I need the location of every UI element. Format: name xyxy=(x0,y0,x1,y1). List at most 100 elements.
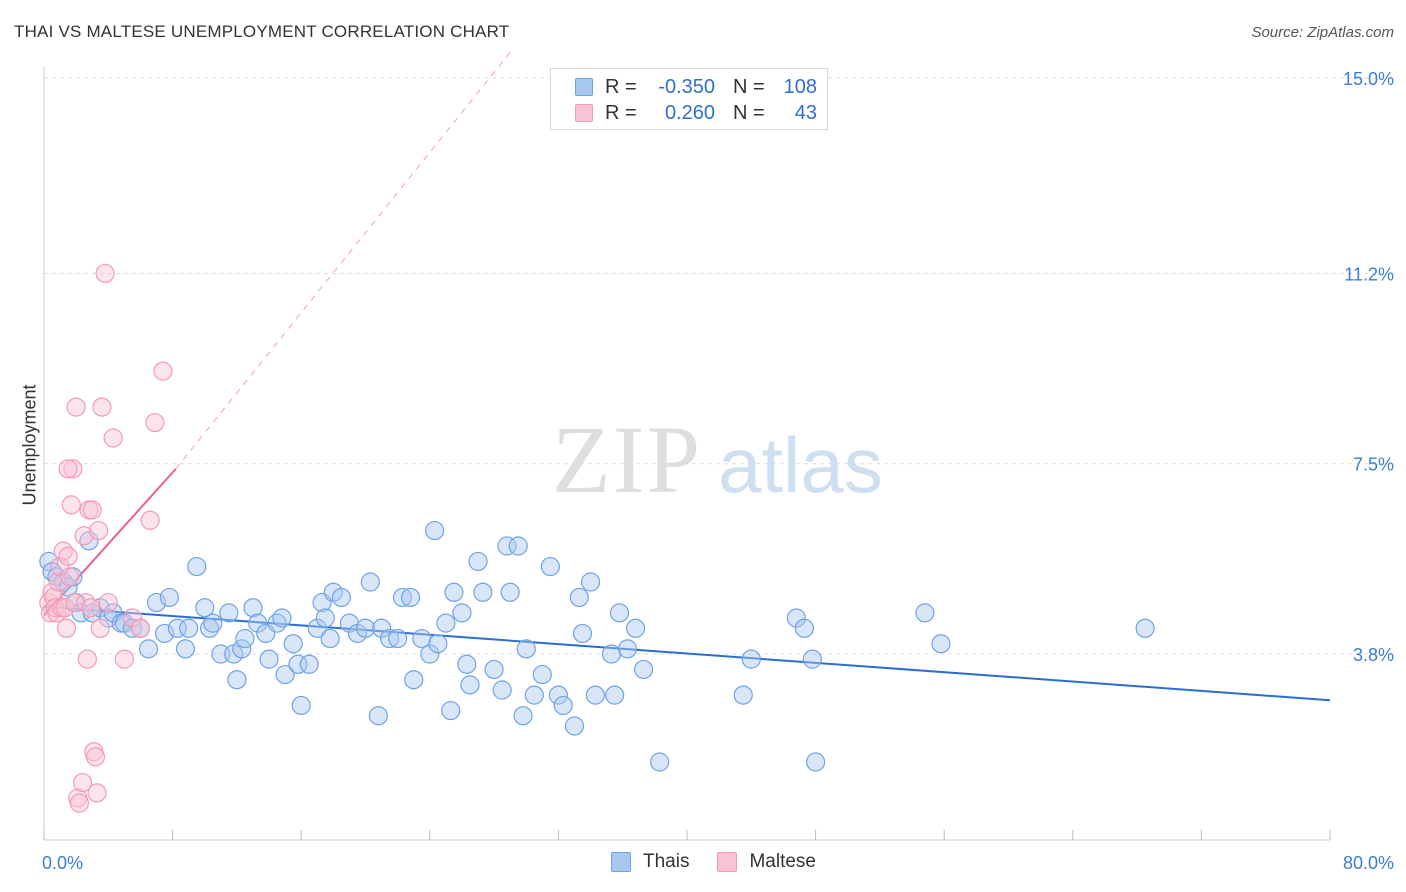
data-point-thais[interactable] xyxy=(524,685,544,705)
data-point-thais[interactable] xyxy=(516,639,536,659)
data-point-thais[interactable] xyxy=(497,536,517,556)
data-point-thais[interactable] xyxy=(315,608,335,628)
data-point-thais[interactable] xyxy=(794,618,814,638)
data-point-thais[interactable] xyxy=(802,649,822,669)
data-point-maltese[interactable] xyxy=(153,361,173,381)
data-point-maltese[interactable] xyxy=(145,412,165,433)
data-point-thais[interactable] xyxy=(733,685,753,705)
data-point-thais[interactable] xyxy=(39,551,59,572)
data-point-thais[interactable] xyxy=(420,644,440,664)
data-point-thais[interactable] xyxy=(625,618,646,638)
data-point-thais[interactable] xyxy=(484,659,504,680)
data-point-maltese[interactable] xyxy=(95,263,115,284)
data-point-maltese[interactable] xyxy=(72,772,93,793)
data-point-maltese[interactable] xyxy=(90,618,110,638)
data-point-maltese[interactable] xyxy=(114,649,134,669)
data-point-thais[interactable] xyxy=(167,618,188,638)
data-point-thais[interactable] xyxy=(355,618,376,638)
data-point-thais[interactable] xyxy=(436,613,456,633)
series-legend-maltese[interactable]: Maltese xyxy=(717,851,816,873)
data-point-thais[interactable] xyxy=(307,618,327,638)
data-point-thais[interactable] xyxy=(187,556,207,577)
data-point-thais[interactable] xyxy=(931,634,951,654)
data-point-maltese[interactable] xyxy=(58,546,78,566)
data-point-thais[interactable] xyxy=(388,628,408,649)
data-point-thais[interactable] xyxy=(227,670,247,690)
data-point-thais[interactable] xyxy=(291,695,311,716)
data-point-thais[interactable] xyxy=(915,603,935,623)
data-point-maltese[interactable] xyxy=(69,793,89,813)
data-point-maltese[interactable] xyxy=(60,567,80,587)
data-point-thais[interactable] xyxy=(331,587,351,608)
data-point-thais[interactable] xyxy=(235,628,255,649)
data-point-thais[interactable] xyxy=(569,587,589,608)
data-point-thais[interactable] xyxy=(741,649,761,669)
data-point-thais[interactable] xyxy=(159,587,179,608)
data-point-thais[interactable] xyxy=(473,582,493,602)
data-point-thais[interactable] xyxy=(259,649,279,669)
data-point-thais[interactable] xyxy=(138,639,159,659)
data-point-maltese[interactable] xyxy=(85,747,106,767)
data-point-thais[interactable] xyxy=(572,623,593,644)
data-point-maltese[interactable] xyxy=(89,520,109,541)
data-point-maltese[interactable] xyxy=(66,397,86,417)
data-point-thais[interactable] xyxy=(508,536,528,556)
data-point-thais[interactable] xyxy=(492,680,512,700)
data-point-thais[interactable] xyxy=(452,603,472,623)
data-point-thais[interactable] xyxy=(553,695,573,716)
data-point-thais[interactable] xyxy=(203,613,223,633)
data-point-maltese[interactable] xyxy=(82,500,102,520)
data-point-thais[interactable] xyxy=(360,572,380,592)
series-legend-thais[interactable]: Thais xyxy=(611,851,689,873)
data-point-maltese[interactable] xyxy=(122,608,143,628)
data-point-thais[interactable] xyxy=(444,582,464,602)
data-point-thais[interactable] xyxy=(195,598,215,618)
data-point-thais[interactable] xyxy=(441,700,461,721)
data-point-thais[interactable] xyxy=(404,670,424,690)
data-point-thais[interactable] xyxy=(219,603,239,623)
data-point-maltese[interactable] xyxy=(103,428,123,448)
data-point-thais[interactable] xyxy=(617,639,638,659)
data-point-thais[interactable] xyxy=(601,644,622,664)
data-point-thais[interactable] xyxy=(179,618,199,638)
data-point-maltese[interactable] xyxy=(55,598,75,618)
data-point-maltese[interactable] xyxy=(56,618,77,638)
data-point-thais[interactable] xyxy=(122,618,143,638)
data-point-thais[interactable] xyxy=(154,623,175,644)
data-point-maltese[interactable] xyxy=(140,510,160,530)
data-point-maltese[interactable] xyxy=(48,572,69,592)
data-point-maltese[interactable] xyxy=(98,592,118,613)
data-point-thais[interactable] xyxy=(283,634,303,654)
data-point-thais[interactable] xyxy=(548,685,569,705)
data-point-maltese[interactable] xyxy=(92,397,112,417)
data-point-thais[interactable] xyxy=(243,598,263,618)
data-point-thais[interactable] xyxy=(609,603,630,623)
data-point-maltese[interactable] xyxy=(130,618,151,638)
data-point-thais[interactable] xyxy=(457,654,477,674)
data-point-thais[interactable] xyxy=(368,706,388,726)
data-point-thais[interactable] xyxy=(392,587,413,608)
data-point-maltese[interactable] xyxy=(63,459,83,479)
data-point-maltese[interactable] xyxy=(77,649,98,669)
data-point-thais[interactable] xyxy=(786,608,806,628)
data-point-thais[interactable] xyxy=(272,608,292,628)
data-point-thais[interactable] xyxy=(564,716,585,736)
data-point-thais[interactable] xyxy=(1135,618,1155,638)
data-point-thais[interactable] xyxy=(371,618,392,638)
data-point-thais[interactable] xyxy=(320,628,340,649)
data-point-thais[interactable] xyxy=(540,556,560,577)
data-point-thais[interactable] xyxy=(580,572,601,592)
data-point-thais[interactable] xyxy=(633,659,654,680)
data-point-thais[interactable] xyxy=(650,752,670,772)
data-point-thais[interactable] xyxy=(585,685,605,705)
data-point-maltese[interactable] xyxy=(58,459,78,479)
data-point-thais[interactable] xyxy=(460,675,480,695)
data-point-thais[interactable] xyxy=(175,639,196,659)
data-point-thais[interactable] xyxy=(400,587,421,608)
data-point-thais[interactable] xyxy=(288,654,308,674)
data-point-thais[interactable] xyxy=(232,639,252,659)
data-point-thais[interactable] xyxy=(468,551,488,572)
data-point-maltese[interactable] xyxy=(81,598,101,618)
data-point-maltese[interactable] xyxy=(61,495,81,515)
data-point-maltese[interactable] xyxy=(50,556,70,577)
